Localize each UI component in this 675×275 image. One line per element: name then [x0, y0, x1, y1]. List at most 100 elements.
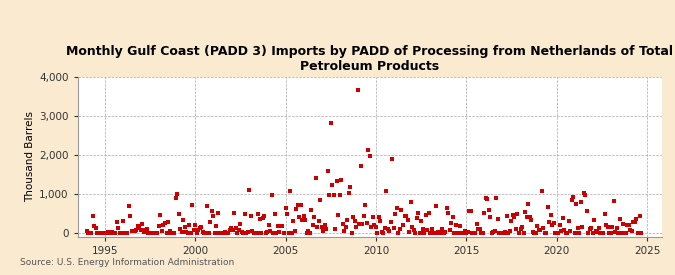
Point — [530, 231, 541, 236]
Point — [257, 216, 268, 220]
Point — [294, 215, 304, 219]
Point — [292, 203, 303, 208]
Point — [412, 211, 423, 216]
Point — [375, 219, 386, 223]
Point — [328, 193, 339, 197]
Point — [495, 231, 506, 236]
Point — [196, 225, 207, 229]
Point — [572, 226, 583, 230]
Point — [504, 229, 515, 233]
Point — [410, 230, 421, 235]
Point — [636, 231, 647, 236]
Point — [585, 227, 595, 232]
Point — [625, 228, 636, 232]
Point — [313, 219, 324, 223]
Point — [520, 210, 531, 214]
Point — [619, 231, 630, 236]
Point — [483, 208, 494, 212]
Point — [232, 231, 243, 236]
Point — [230, 226, 241, 230]
Point — [358, 214, 369, 218]
Point — [575, 200, 586, 205]
Point — [383, 226, 394, 231]
Point — [481, 196, 491, 200]
Point — [566, 198, 577, 202]
Point — [114, 231, 125, 236]
Point — [83, 231, 94, 236]
Point — [224, 228, 235, 232]
Point — [593, 226, 604, 230]
Point — [315, 198, 325, 202]
Point — [568, 195, 578, 199]
Point — [179, 224, 190, 229]
Point — [587, 231, 598, 236]
Point — [456, 231, 467, 236]
Point — [262, 230, 273, 234]
Point — [113, 226, 124, 230]
Point — [605, 230, 616, 235]
Point — [246, 214, 256, 218]
Point — [238, 231, 248, 236]
Point — [524, 214, 535, 219]
Point — [452, 231, 462, 236]
Point — [325, 121, 336, 125]
Point — [580, 192, 591, 197]
Point — [208, 214, 219, 218]
Point — [283, 231, 294, 236]
Point — [508, 213, 518, 217]
Point — [516, 225, 527, 229]
Point — [510, 227, 521, 232]
Point — [211, 224, 221, 229]
Point — [455, 224, 466, 228]
Point — [479, 211, 490, 215]
Point — [502, 214, 512, 219]
Point — [254, 217, 265, 221]
Point — [310, 175, 321, 180]
Point — [461, 231, 472, 236]
Point — [165, 231, 176, 236]
Point — [458, 231, 468, 236]
Point — [514, 231, 524, 236]
Point — [562, 231, 572, 235]
Point — [318, 229, 329, 234]
Point — [240, 212, 250, 217]
Point — [613, 231, 624, 236]
Point — [399, 214, 410, 218]
Point — [620, 231, 631, 236]
Point — [143, 231, 154, 236]
Point — [500, 230, 511, 234]
Point — [84, 231, 95, 236]
Point — [97, 231, 107, 236]
Point — [330, 226, 341, 231]
Point — [138, 230, 149, 234]
Point — [577, 225, 588, 229]
Point — [302, 229, 313, 233]
Point — [454, 231, 464, 236]
Point — [202, 204, 213, 208]
Point — [416, 219, 427, 223]
Point — [494, 231, 505, 236]
Point — [205, 219, 215, 224]
Point — [392, 206, 402, 210]
Point — [489, 229, 500, 233]
Point — [200, 231, 211, 236]
Point — [163, 220, 173, 225]
Point — [261, 231, 271, 236]
Point — [541, 231, 551, 236]
Point — [471, 221, 482, 226]
Point — [390, 211, 401, 216]
Point — [571, 202, 582, 207]
Point — [610, 230, 621, 235]
Point — [446, 221, 456, 225]
Point — [488, 230, 499, 234]
Point — [203, 231, 214, 236]
Point — [564, 219, 574, 223]
Point — [218, 230, 229, 235]
Point — [207, 209, 217, 214]
Point — [125, 214, 136, 218]
Point — [220, 229, 231, 234]
Point — [423, 211, 434, 215]
Point — [464, 209, 475, 213]
Point — [418, 231, 429, 236]
Point — [521, 215, 532, 219]
